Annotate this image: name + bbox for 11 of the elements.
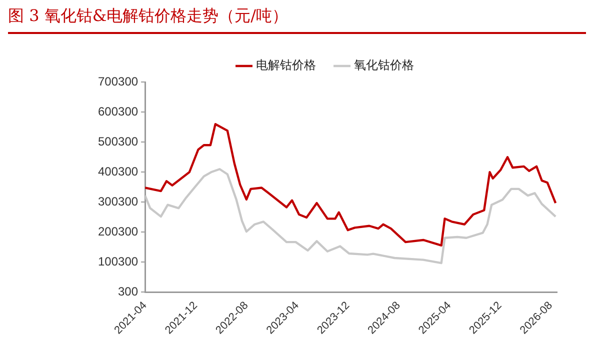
chart-title: 图 3 氧化钴&电解钴价格走势（元/吨） <box>8 6 288 27</box>
y-tick-label: 100300 <box>98 254 138 268</box>
y-tick-label: 600300 <box>98 104 138 118</box>
y-tick-label: 700300 <box>98 74 138 88</box>
y-tick-label: 300300 <box>98 194 138 208</box>
y-tick-label: 200300 <box>98 224 138 238</box>
y-tick-label: 500300 <box>98 134 138 148</box>
legend-label: 电解钴价格 <box>256 58 316 72</box>
legend-label: 氧化钴价格 <box>354 58 414 72</box>
y-tick-label: 400300 <box>98 164 138 178</box>
y-tick-label: 300 <box>118 284 138 298</box>
